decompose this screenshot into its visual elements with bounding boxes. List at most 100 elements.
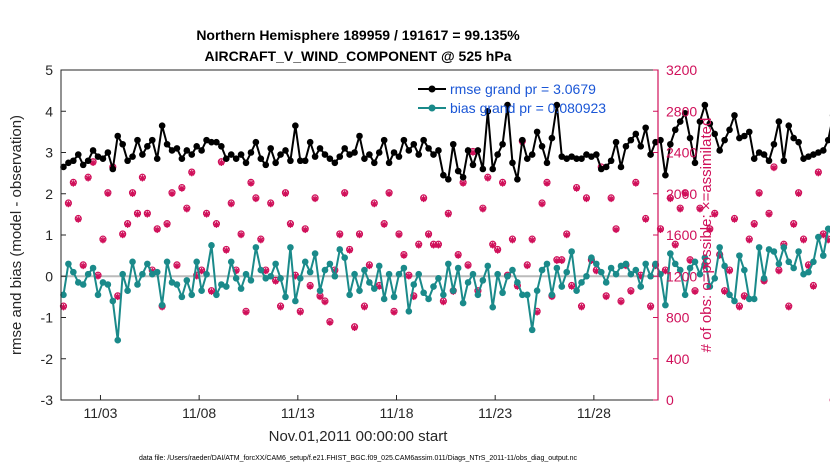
rmse-point xyxy=(775,118,783,125)
obs-assimilated-stroke xyxy=(465,263,471,269)
bias-point xyxy=(361,266,368,274)
obs-assimilated-stroke xyxy=(391,309,397,316)
obs-assimilated-stroke xyxy=(396,232,402,238)
bias-point xyxy=(593,260,600,268)
rmse-point xyxy=(667,140,674,148)
legend-bias-label: bias grand pr = 0.080923 xyxy=(450,100,606,116)
obs-assimilated-marker xyxy=(435,242,442,249)
rmse-point xyxy=(805,153,812,160)
obs-assimilated-marker xyxy=(820,231,827,239)
rmse-point xyxy=(464,147,472,154)
obs-assimilated-stroke xyxy=(184,206,190,212)
obs-assimilated-marker xyxy=(247,180,255,187)
obs-assimilated-marker xyxy=(405,273,413,280)
obs-assimilated-stroke xyxy=(312,196,318,202)
rmse-point xyxy=(533,128,541,136)
bias-point xyxy=(153,268,161,276)
rmse-point xyxy=(287,157,294,165)
rmse-point xyxy=(371,159,378,167)
legend-bias-marker xyxy=(428,104,436,112)
obs-assimilated-marker xyxy=(800,236,807,244)
obs-assimilated-stroke xyxy=(75,216,81,223)
x-tick-label: 11/28 xyxy=(577,405,611,421)
bias-point xyxy=(681,291,689,299)
bias-point xyxy=(523,291,531,299)
obs-assimilated-stroke xyxy=(164,221,170,228)
obs-assimilated-marker xyxy=(218,159,225,167)
bias-point xyxy=(222,283,230,290)
obs-assimilated-stroke xyxy=(618,299,624,305)
rmse-point xyxy=(183,147,191,154)
obs-assimilated-marker xyxy=(524,262,531,270)
bias-point xyxy=(425,295,432,303)
obs-assimilated-marker xyxy=(395,231,403,239)
obs-assimilated-stroke xyxy=(272,278,279,285)
bias-point xyxy=(65,260,72,268)
obs-assimilated-stroke xyxy=(248,180,254,187)
rmse-point xyxy=(247,149,255,156)
rmse-point xyxy=(405,147,413,154)
bias-point xyxy=(74,279,82,286)
obs-assimilated-stroke xyxy=(697,206,703,212)
obs-assimilated-marker xyxy=(815,169,822,177)
obs-assimilated-stroke xyxy=(425,232,432,238)
obs-assimilated-marker xyxy=(425,231,432,239)
obs-assimilated-stroke xyxy=(633,180,639,187)
obs-assimilated-marker xyxy=(440,298,447,306)
obs-assimilated-marker xyxy=(681,190,689,197)
bias-point xyxy=(750,295,758,303)
rmse-point xyxy=(366,151,373,158)
bias-point xyxy=(84,270,92,278)
x-tick-label: 11/18 xyxy=(380,405,414,421)
bias-point xyxy=(805,268,812,276)
rmse-point xyxy=(134,136,141,144)
obs-assimilated-marker xyxy=(119,231,126,239)
rmse-point xyxy=(523,155,531,162)
obs-assimilated-stroke xyxy=(485,175,491,181)
bias-point xyxy=(134,281,141,288)
obs-assimilated-marker xyxy=(65,200,72,208)
bias-point xyxy=(99,279,107,286)
bias-point xyxy=(262,275,270,282)
obs-assimilated-marker xyxy=(267,200,274,208)
bias-point xyxy=(489,303,497,311)
obs-assimilated-marker xyxy=(578,303,585,311)
obs-assimilated-stroke xyxy=(672,242,678,249)
bias-point xyxy=(810,258,817,266)
obs-assimilated-stroke xyxy=(263,268,269,274)
obs-assimilated-stroke xyxy=(539,201,545,207)
obs-assimilated-stroke xyxy=(317,294,323,300)
obs-assimilated-marker xyxy=(213,221,220,228)
rmse-point xyxy=(671,126,679,134)
obs-assimilated-marker xyxy=(277,303,284,311)
obs-assimilated-stroke xyxy=(386,191,392,197)
bias-point xyxy=(642,260,649,268)
rmse-point xyxy=(780,157,788,165)
bias-point xyxy=(553,264,561,272)
rmse-point xyxy=(375,149,383,156)
bias-point xyxy=(790,264,797,272)
bias-point xyxy=(410,281,418,288)
obs-assimilated-stroke xyxy=(213,221,220,228)
rmse-point xyxy=(380,136,388,144)
rmse-point xyxy=(810,151,817,158)
obs-assimilated-stroke xyxy=(119,232,126,238)
obs-assimilated-marker xyxy=(672,242,679,249)
rmse-point xyxy=(750,155,758,162)
rmse-point xyxy=(642,124,649,132)
rmse-point xyxy=(321,151,329,158)
rmse-point xyxy=(173,145,181,152)
rmse-point xyxy=(499,140,506,148)
bias-point xyxy=(504,272,511,280)
bias-point xyxy=(109,297,117,305)
bias-point xyxy=(326,260,334,268)
obs-assimilated-stroke xyxy=(667,196,674,202)
obs-assimilated-marker xyxy=(726,267,733,275)
obs-assimilated-stroke xyxy=(568,283,575,290)
obs-assimilated-marker xyxy=(114,293,121,301)
obs-assimilated-stroke xyxy=(494,247,501,254)
rmse-point xyxy=(272,159,279,167)
obs-assimilated-marker xyxy=(459,180,467,187)
obs-assimilated-marker xyxy=(262,267,269,275)
bias-point xyxy=(435,275,442,282)
